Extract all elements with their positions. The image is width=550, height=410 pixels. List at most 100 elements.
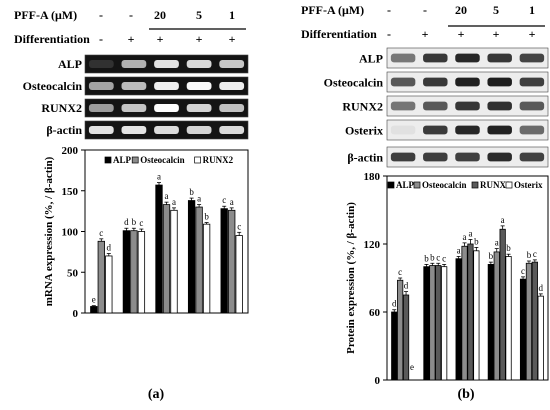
bar — [467, 243, 474, 381]
bar — [105, 255, 113, 314]
bar — [435, 265, 442, 381]
significance-letter: b — [132, 217, 137, 227]
bar — [220, 208, 228, 314]
bar — [402, 294, 410, 381]
y-tick-label: 150 — [62, 186, 79, 198]
differentiation-value: + — [157, 32, 164, 46]
significance-letter: a — [157, 172, 161, 182]
blot-band — [154, 82, 179, 90]
bar — [202, 223, 211, 314]
blot-band — [219, 126, 245, 134]
legend-swatch — [471, 181, 479, 189]
significance-letter: a — [172, 197, 176, 207]
bar — [97, 240, 105, 314]
y-tick-label: 120 — [364, 239, 381, 251]
blot-label: Osteocalcin — [23, 79, 83, 93]
bar — [537, 295, 544, 381]
significance-letter: c — [237, 221, 241, 231]
blot-band — [455, 152, 480, 162]
y-tick-label: 0 — [73, 308, 79, 320]
bar — [162, 204, 171, 314]
treatment-label: PFF-A (μM) — [14, 8, 77, 22]
bar — [90, 306, 98, 314]
legend-swatch — [505, 181, 513, 189]
bar — [505, 256, 512, 381]
blot-band — [186, 126, 212, 134]
blot-band — [519, 77, 545, 87]
blot-band — [121, 126, 147, 134]
bar — [187, 200, 196, 314]
bar — [155, 184, 163, 314]
significance-letter: b — [474, 236, 479, 246]
treatment-value: - — [387, 3, 391, 17]
significance-letter: d — [539, 283, 544, 293]
legend-label: RUNX2 — [480, 180, 511, 190]
differentiation-value: - — [99, 32, 103, 46]
blot-band — [390, 101, 416, 111]
bar — [391, 311, 398, 381]
legend-label: Osterix — [514, 180, 543, 190]
blot-band — [455, 101, 480, 111]
y-tick-label: 200 — [62, 145, 79, 157]
blot-band — [154, 104, 179, 112]
bar — [397, 279, 404, 381]
blot-band — [219, 104, 245, 112]
significance-letter: c — [436, 252, 440, 262]
blot-band — [88, 82, 114, 90]
significance-letter: a — [230, 197, 234, 207]
blot-band — [186, 104, 212, 112]
treatment-label: PFF-A (μM) — [301, 3, 364, 17]
bar — [441, 266, 448, 381]
blot-band — [186, 82, 212, 90]
differentiation-value: + — [529, 27, 536, 41]
bar — [525, 262, 533, 381]
significance-letter: a — [457, 245, 461, 255]
legend-label: RUNX2 — [203, 155, 234, 165]
treatment-value: 5 — [493, 3, 499, 17]
significance-letter: c — [222, 195, 226, 205]
differentiation-value: + — [229, 32, 236, 46]
blot-band — [88, 126, 114, 134]
bar — [487, 263, 494, 381]
treatment-value: 1 — [529, 3, 535, 17]
blot-band — [487, 125, 512, 135]
significance-letter: a — [197, 194, 201, 204]
significance-letter: d — [392, 299, 397, 309]
differentiation-value: + — [493, 27, 500, 41]
significance-letter: e — [92, 295, 96, 305]
significance-letter: a — [501, 215, 505, 225]
blot-band — [519, 53, 545, 63]
blot-label: Osterix — [345, 123, 383, 137]
y-tick-label: 100 — [62, 227, 79, 239]
y-tick-label: 60 — [369, 307, 381, 319]
bar — [423, 266, 430, 381]
differentiation-label: Differentiation — [14, 32, 90, 46]
significance-letter: a — [165, 191, 169, 201]
bar — [122, 230, 131, 314]
bar — [195, 206, 203, 314]
differentiation-value: - — [387, 27, 391, 41]
significance-letter: b — [424, 253, 429, 263]
blot-label: RUNX2 — [41, 101, 82, 115]
bar — [531, 261, 538, 381]
y-tick-label: 180 — [364, 171, 381, 183]
blot-band — [390, 53, 416, 63]
treatment-value: 20 — [455, 3, 467, 17]
bar — [235, 235, 243, 314]
significance-letter: b — [189, 187, 194, 197]
significance-letter: d — [404, 281, 409, 291]
blot-band — [519, 101, 545, 111]
significance-letter: a — [495, 238, 499, 248]
legend-label: Osteocalcin — [422, 180, 467, 190]
significance-letter: b — [506, 243, 511, 253]
blot-band — [423, 152, 448, 162]
treatment-value: - — [129, 8, 133, 22]
bar — [499, 228, 506, 381]
significance-letter: b — [527, 250, 532, 260]
significance-letter: b — [430, 252, 435, 262]
legend-swatch — [387, 181, 395, 189]
blot-label: RUNX2 — [342, 99, 383, 113]
legend-swatch — [194, 156, 201, 164]
